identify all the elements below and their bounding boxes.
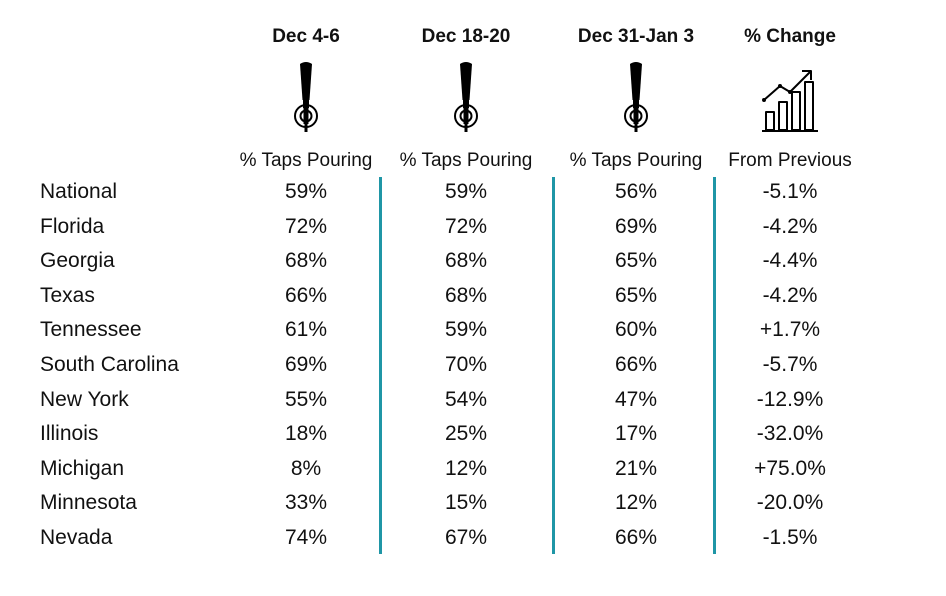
- table-cell: 59%: [444, 180, 488, 203]
- table-cell: -4.2%: [762, 283, 818, 307]
- column-header: Dec 31-Jan 3: [577, 26, 695, 47]
- table-cell: 56%: [614, 180, 658, 203]
- table-cell: 65%: [614, 249, 658, 273]
- table-cell: 25%: [444, 422, 488, 446]
- column-divider: [713, 177, 716, 554]
- table-cell: 68%: [444, 249, 488, 273]
- table-cell: -32.0%: [756, 422, 824, 446]
- table-cell: 66%: [284, 283, 328, 307]
- table-cell: 55%: [284, 387, 328, 411]
- column-header: % Change: [744, 26, 836, 47]
- beer-tap-icon: [606, 60, 666, 136]
- table-cell: 21%: [614, 456, 658, 480]
- table-cell: 59%: [444, 318, 488, 342]
- table-cell: -4.4%: [762, 249, 818, 273]
- beer-tap-icon: [436, 60, 496, 136]
- table-cell: 68%: [284, 249, 328, 273]
- column-divider: [379, 177, 382, 554]
- table-cell: -5.1%: [762, 180, 818, 203]
- row-label: National: [40, 180, 118, 203]
- column-subheader: % Taps Pouring: [399, 150, 533, 171]
- table-cell: 72%: [444, 214, 488, 238]
- table-cell: 60%: [614, 318, 658, 342]
- table-cell: -5.7%: [762, 353, 818, 376]
- table-cell: 18%: [284, 422, 328, 446]
- table-cell: 65%: [614, 283, 658, 307]
- table-cell: -4.2%: [762, 214, 818, 238]
- table-cell: 67%: [444, 526, 488, 549]
- table-cell: 54%: [444, 387, 488, 411]
- table-cell: 72%: [284, 214, 328, 238]
- table-cell: 59%: [284, 180, 328, 203]
- row-label: New York: [40, 387, 129, 411]
- table-cell: 70%: [444, 353, 488, 376]
- column-divider: [552, 177, 555, 554]
- column-subheader: From Previous: [728, 150, 852, 171]
- table-cell: 69%: [614, 214, 658, 238]
- table-cell: 47%: [614, 387, 658, 411]
- table-cell: 69%: [284, 353, 328, 376]
- table-cell: 12%: [614, 491, 658, 515]
- table-cell: -20.0%: [756, 491, 824, 515]
- row-label: Nevada: [40, 526, 113, 549]
- table-cell: +75.0%: [754, 456, 826, 480]
- table-cell: 33%: [284, 491, 328, 515]
- table-cell: 17%: [614, 422, 658, 446]
- table-cell: -1.5%: [762, 526, 818, 549]
- column-header: Dec 4-6: [272, 26, 340, 47]
- growth-chart-icon: [760, 60, 820, 136]
- table-cell: 61%: [284, 318, 328, 342]
- row-label: Georgia: [40, 249, 115, 273]
- beer-tap-icon: [276, 60, 336, 136]
- row-label: Michigan: [40, 456, 125, 480]
- table-cell: -12.9%: [756, 387, 824, 411]
- table-cell: 66%: [614, 353, 658, 376]
- table-cell: 8%: [290, 456, 322, 480]
- row-label: Tennessee: [40, 318, 142, 342]
- row-label: South Carolina: [40, 353, 179, 376]
- table-cell: 66%: [614, 526, 658, 549]
- column-header: Dec 18-20: [421, 26, 511, 47]
- column-subheader: % Taps Pouring: [569, 150, 703, 171]
- row-label: Illinois: [40, 422, 99, 446]
- row-label: Texas: [40, 283, 95, 307]
- table-cell: +1.7%: [759, 318, 821, 342]
- column-subheader: % Taps Pouring: [239, 150, 373, 171]
- table-cell: 74%: [284, 526, 328, 549]
- row-label: Florida: [40, 214, 105, 238]
- table-cell: 15%: [444, 491, 488, 515]
- table-cell: 12%: [444, 456, 488, 480]
- table-cell: 68%: [444, 283, 488, 307]
- row-label: Minnesota: [40, 491, 137, 515]
